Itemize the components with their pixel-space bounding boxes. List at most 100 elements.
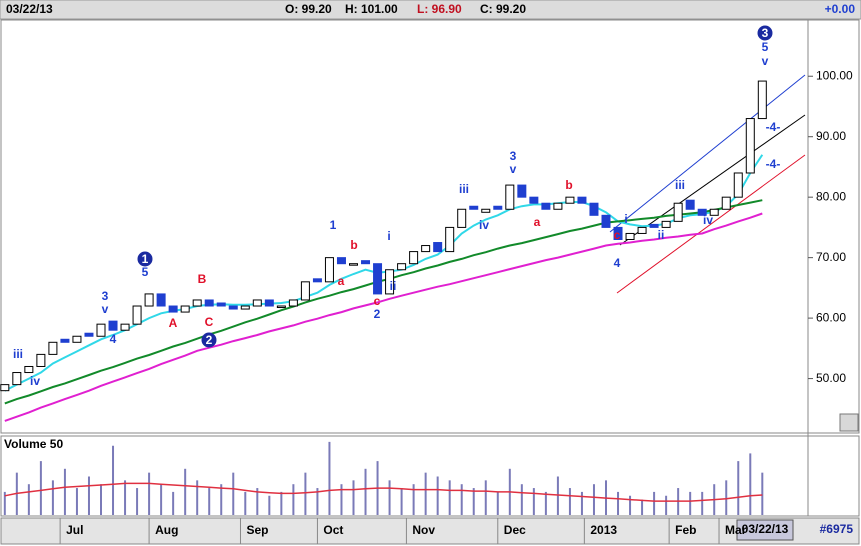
candle [469, 205, 479, 210]
candle [433, 242, 443, 253]
candle [577, 196, 587, 204]
candle [553, 202, 563, 210]
wave-label: iv [479, 218, 489, 232]
candle [649, 223, 659, 228]
header-date: 03/22/13 [6, 2, 53, 16]
candle [589, 202, 599, 216]
candle [421, 245, 431, 253]
wave-label: v [102, 302, 109, 316]
candle [517, 184, 527, 198]
x-tick-label: 2013 [590, 523, 617, 537]
candle [228, 305, 238, 310]
candle [264, 299, 274, 307]
candle [397, 263, 407, 271]
candle [493, 205, 503, 210]
wave-label: 3 [762, 26, 769, 40]
header-open: O: 99.20 [285, 2, 332, 16]
wave-label: 2 [206, 333, 213, 347]
wave-label: iii [459, 182, 469, 196]
candle [216, 302, 226, 307]
footer-id: #6975 [820, 522, 854, 536]
candle [72, 335, 82, 343]
candle [481, 208, 491, 213]
candle [505, 184, 515, 210]
candle [60, 338, 70, 343]
candle [697, 208, 707, 216]
wave-label: 4 [110, 332, 117, 346]
footer-date: 03/22/13 [742, 522, 789, 536]
candle [457, 208, 467, 228]
candle [288, 299, 298, 307]
candle [12, 372, 22, 386]
candle [673, 202, 683, 222]
wave-label: v [510, 162, 517, 176]
header-low: L: 96.90 [417, 2, 462, 16]
x-tick-label: Dec [504, 523, 526, 537]
candle [336, 257, 346, 265]
wave-label: 4 [614, 256, 621, 270]
candle [276, 305, 286, 309]
candle [685, 199, 695, 210]
header-change: +0.00 [825, 2, 856, 16]
candle [144, 293, 154, 307]
candle [565, 196, 575, 204]
wave-label: 2 [374, 307, 381, 321]
wave-circle [137, 251, 153, 267]
wave-label: 3 [102, 289, 109, 303]
candle [601, 214, 611, 228]
candle [36, 353, 46, 367]
candle [240, 305, 250, 310]
candle [312, 278, 322, 283]
candle [324, 257, 334, 283]
x-tick-label: Jul [66, 523, 83, 537]
candle [709, 208, 719, 216]
candle [48, 341, 58, 355]
wave-circle [757, 25, 773, 41]
candle [24, 365, 34, 374]
candle [156, 293, 166, 307]
x-tick-label: Mar [725, 523, 747, 537]
candle [84, 332, 94, 337]
candle [613, 226, 623, 241]
wave-label: -4- [766, 157, 781, 171]
wave-label: B [198, 272, 207, 286]
candle [625, 232, 635, 241]
moving-average [4, 199, 763, 405]
wave-label: iii [675, 178, 685, 192]
candle [409, 251, 419, 265]
volume-panel [0, 435, 860, 517]
corner-icon[interactable] [839, 413, 859, 432]
candle [132, 305, 142, 325]
x-tick-label: Aug [155, 523, 178, 537]
candle [637, 226, 647, 234]
candle [445, 226, 455, 253]
wave-label: -4- [766, 120, 781, 134]
candle [192, 299, 202, 307]
footer-date-box [736, 519, 794, 541]
candle [120, 323, 130, 331]
y-tick-label: 70.00 [816, 250, 846, 264]
y-tick-label: 100.00 [816, 68, 853, 82]
wave-label: i [624, 212, 627, 226]
trend-line [609, 74, 806, 233]
header-high: H: 101.00 [345, 2, 398, 16]
wave-label: 1 [142, 252, 149, 266]
candle [349, 263, 358, 266]
header-close: C: 99.20 [480, 2, 526, 16]
time-axis-bar [0, 517, 860, 545]
wave-label: iv [30, 374, 40, 388]
wave-label: C [205, 315, 214, 329]
candle [661, 220, 671, 228]
candle [361, 260, 371, 265]
candle [757, 80, 767, 120]
trend-line [616, 154, 806, 294]
candle [385, 269, 395, 295]
wave-label: 5 [762, 40, 769, 54]
wave-label: b [565, 178, 572, 192]
volume-label: Volume 50 [4, 437, 63, 451]
wave-label: A [169, 316, 178, 330]
y-tick-label: 90.00 [816, 129, 846, 143]
wave-label: b [350, 238, 357, 252]
